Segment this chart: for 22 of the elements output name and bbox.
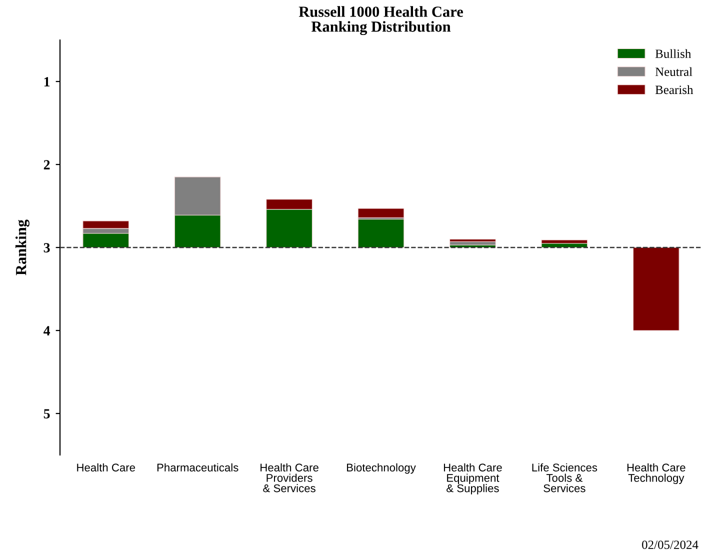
x-tick-label: Biotechnology	[347, 463, 416, 474]
chart-title: Russell 1000 Health Care Ranking Distribution	[298, 6, 464, 36]
x-tick-label: Health Care Equipment & Supplies	[444, 463, 502, 494]
bar	[632, 247, 680, 331]
y-tick-label: 4	[44, 326, 50, 336]
bar	[450, 241, 496, 246]
bar	[541, 240, 588, 244]
legend-label: Bearish	[655, 85, 694, 94]
y-tick-label: 1	[44, 77, 50, 86]
x-tick-label: Health Care	[77, 463, 136, 472]
y-axis-title: Ranking	[15, 220, 30, 276]
x-tick-label: Health Care Providers & Services	[260, 463, 318, 492]
x-tick-label: Life Sciences Tools & Services	[532, 463, 598, 492]
legend-label: Bullish	[655, 49, 692, 58]
y-tick-label: 2	[44, 160, 50, 170]
y-tick-label: 5	[44, 409, 50, 418]
legend-label: Neutral	[655, 67, 692, 76]
x-tick-label: Pharmaceuticals	[157, 463, 238, 472]
x-tick-label: Health Care Technology	[627, 463, 686, 484]
y-tick-label: 3	[44, 243, 50, 252]
text: 02/05/2024	[642, 540, 698, 550]
bar	[450, 238, 496, 242]
